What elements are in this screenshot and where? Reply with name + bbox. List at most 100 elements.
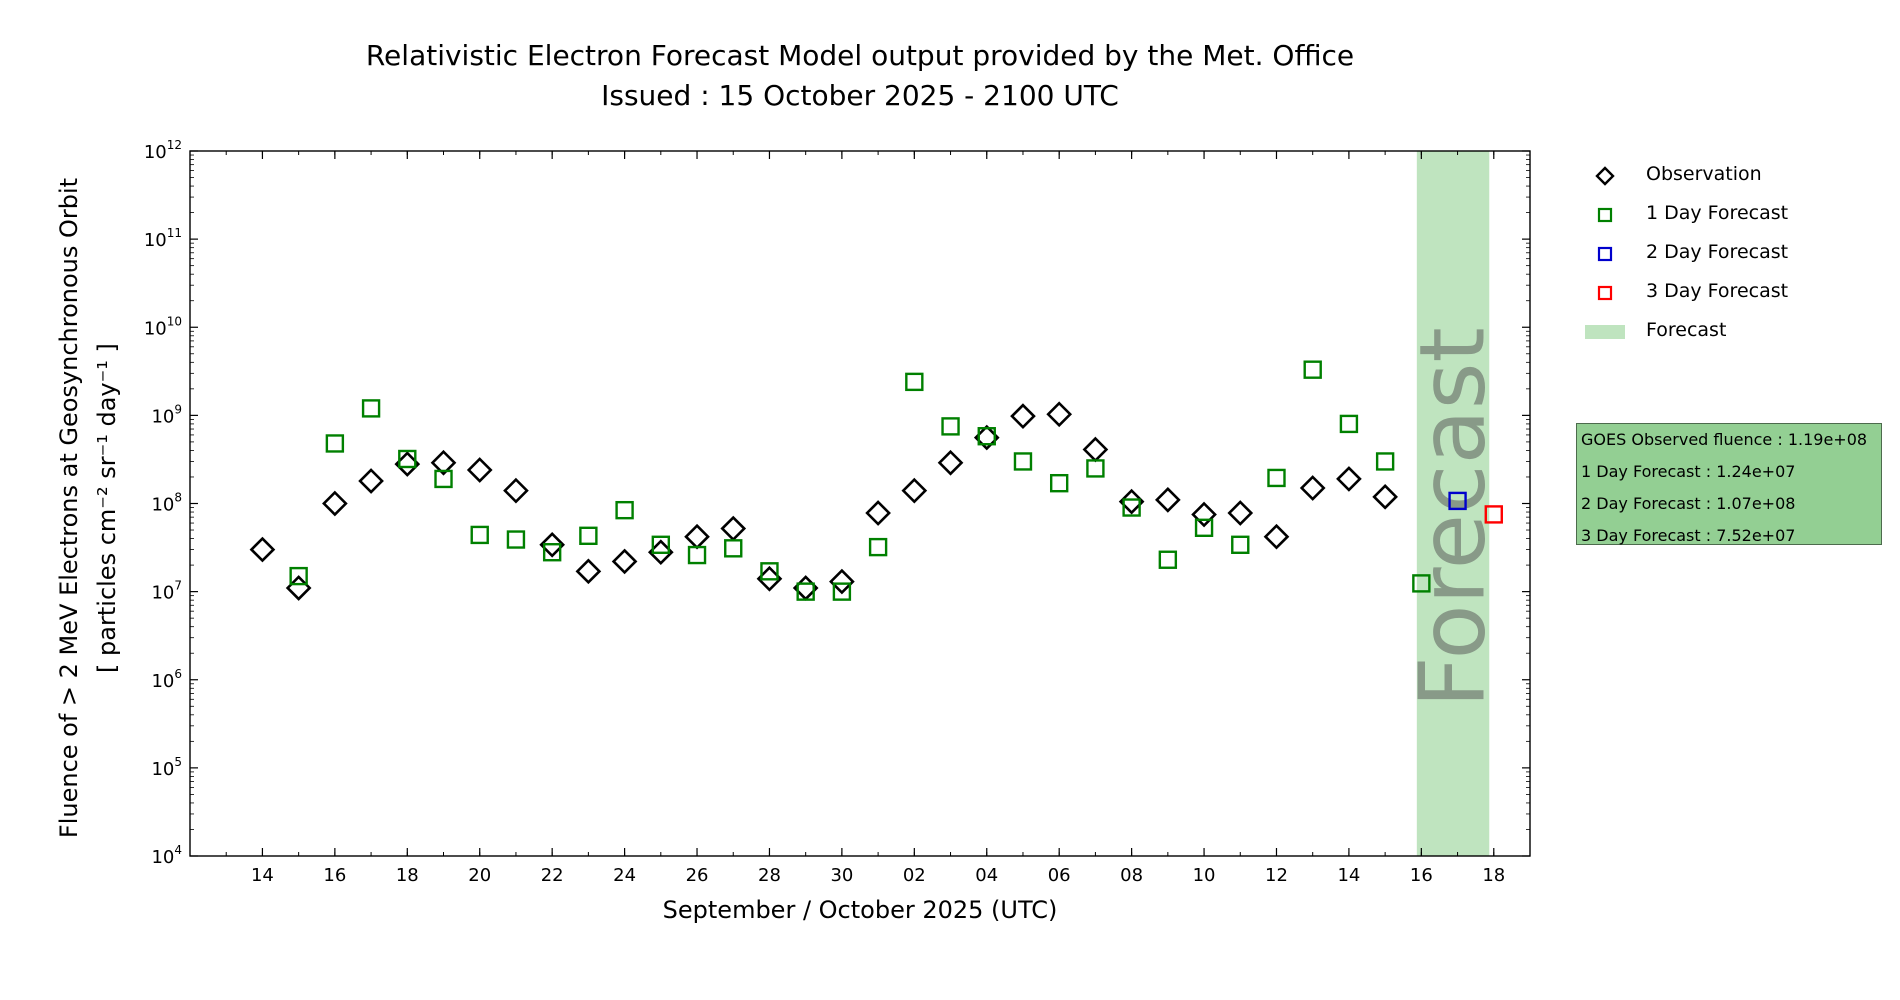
1-day-forecast-point xyxy=(1086,459,1105,478)
1-day-forecast-point xyxy=(1158,550,1178,569)
1-day-forecast-point xyxy=(941,417,960,436)
observation-point xyxy=(901,477,928,504)
observation-point xyxy=(937,449,964,476)
observation-point xyxy=(1336,466,1362,492)
observation-point xyxy=(503,477,529,504)
observation-point xyxy=(1118,488,1145,515)
x-tick-label: 22 xyxy=(541,865,564,886)
1-day-forecast-point xyxy=(1267,468,1286,488)
x-tick-label: 18 xyxy=(396,865,419,886)
y-tick-label: 1011 xyxy=(144,226,182,251)
legend-label: 2 Day Forecast xyxy=(1646,241,1789,263)
legend-label: 1 Day Forecast xyxy=(1646,202,1789,224)
legend-marker xyxy=(1597,285,1613,301)
1-day-forecast-point xyxy=(1194,518,1214,537)
legend-marker xyxy=(1595,166,1615,186)
observation-point xyxy=(1154,487,1181,513)
forecast-region-label: Forecast xyxy=(1401,327,1506,708)
1-day-forecast-point xyxy=(579,526,598,546)
legend-item-forecast: Forecast xyxy=(1580,316,1880,346)
observation-point xyxy=(1010,403,1036,429)
1-day-forecast-point xyxy=(361,399,381,418)
observation-point xyxy=(1299,475,1326,501)
legend-label: 3 Day Forecast xyxy=(1646,280,1789,302)
observation-point xyxy=(829,568,855,595)
1-day-forecast-point xyxy=(687,545,707,565)
y-tick-label: 105 xyxy=(151,755,182,780)
info-box-line: GOES Observed fluence : 1.19e+08 xyxy=(1581,430,1868,449)
x-tick-label: 20 xyxy=(468,865,491,886)
observation-point xyxy=(539,531,566,558)
y-tick-label: 106 xyxy=(151,667,182,692)
observation-point xyxy=(720,515,747,542)
1-day-forecast-point xyxy=(1375,452,1395,471)
legend-label: Forecast xyxy=(1646,319,1727,341)
1-day-forecast-point xyxy=(615,500,634,520)
info-box-line: 2 Day Forecast : 1.07e+08 xyxy=(1581,494,1796,513)
plot-frame xyxy=(189,150,1531,857)
x-tick-label: 28 xyxy=(758,865,781,886)
1-day-forecast-point xyxy=(651,535,671,554)
observation-point xyxy=(1263,523,1290,550)
y-tick-label: 109 xyxy=(151,402,182,427)
1-day-forecast-point xyxy=(977,427,996,446)
x-tick-label: 14 xyxy=(1337,865,1360,886)
1-day-forecast-point xyxy=(470,525,489,545)
y-tick-label: 104 xyxy=(151,843,182,868)
x-axis-label: September / October 2025 (UTC) xyxy=(662,896,1058,924)
1-day-forecast-point xyxy=(542,543,562,562)
1-day-forecast-point xyxy=(724,539,743,558)
1-day-forecast-point xyxy=(1049,473,1069,493)
observation-point xyxy=(249,536,276,563)
1-day-forecast-point xyxy=(506,530,526,549)
1-day-forecast-point xyxy=(1122,498,1141,517)
legend-marker xyxy=(1597,246,1613,262)
legend-item-1-day-forecast: 1 Day Forecast xyxy=(1580,199,1880,229)
legend-label: Observation xyxy=(1646,163,1762,185)
info-box-line: 3 Day Forecast : 7.52e+07 xyxy=(1581,526,1796,545)
title-line: Relativistic Electron Forecast Model out… xyxy=(365,39,1355,72)
observation-point xyxy=(611,548,638,575)
3-day-forecast-point xyxy=(1484,505,1503,524)
2-day-forecast-point xyxy=(1448,491,1467,511)
y-tick-label: 1012 xyxy=(144,138,182,163)
1-day-forecast-point xyxy=(760,562,779,581)
legend-item-2-day-forecast: 2 Day Forecast xyxy=(1580,238,1880,268)
1-day-forecast-point xyxy=(289,566,308,586)
1-day-forecast-point xyxy=(796,582,815,601)
x-tick-label: 30 xyxy=(830,865,853,886)
observation-point xyxy=(1082,436,1109,463)
1-day-forecast-point xyxy=(398,449,417,469)
y-tick-label: 1010 xyxy=(144,314,182,339)
1-day-forecast-point xyxy=(1013,452,1033,471)
x-tick-label: 26 xyxy=(686,865,709,886)
observation-point xyxy=(1227,500,1254,526)
subtitle-line: Issued : 15 October 2025 - 2100 UTC xyxy=(601,79,1119,112)
observation-point xyxy=(322,490,348,517)
1-day-forecast-point xyxy=(1303,360,1322,379)
x-tick-label: 14 xyxy=(251,865,274,886)
observation-point xyxy=(1191,501,1217,528)
observation-point xyxy=(684,523,710,550)
y-tick-label: 108 xyxy=(151,491,182,516)
x-tick-label: 24 xyxy=(613,865,636,886)
x-tick-label: 16 xyxy=(323,865,346,886)
legend-item-3-day-forecast: 3 Day Forecast xyxy=(1580,277,1880,307)
x-tick-label: 06 xyxy=(1048,865,1071,886)
1-day-forecast-point xyxy=(905,372,924,392)
x-tick-label: 18 xyxy=(1482,865,1505,886)
observation-point xyxy=(1046,401,1073,428)
x-tick-label: 08 xyxy=(1120,865,1143,886)
1-day-forecast-point xyxy=(434,469,453,489)
1-day-forecast-point xyxy=(832,582,852,601)
x-tick-label: 02 xyxy=(903,865,926,886)
legend-marker xyxy=(1597,207,1613,223)
legend-item-observation: Observation xyxy=(1580,160,1880,190)
observation-point xyxy=(865,500,891,526)
1-day-forecast-point xyxy=(868,537,888,557)
observation-point xyxy=(575,558,602,585)
1-day-forecast-point xyxy=(1231,535,1250,554)
observation-point xyxy=(466,457,493,483)
x-tick-label: 12 xyxy=(1265,865,1288,886)
